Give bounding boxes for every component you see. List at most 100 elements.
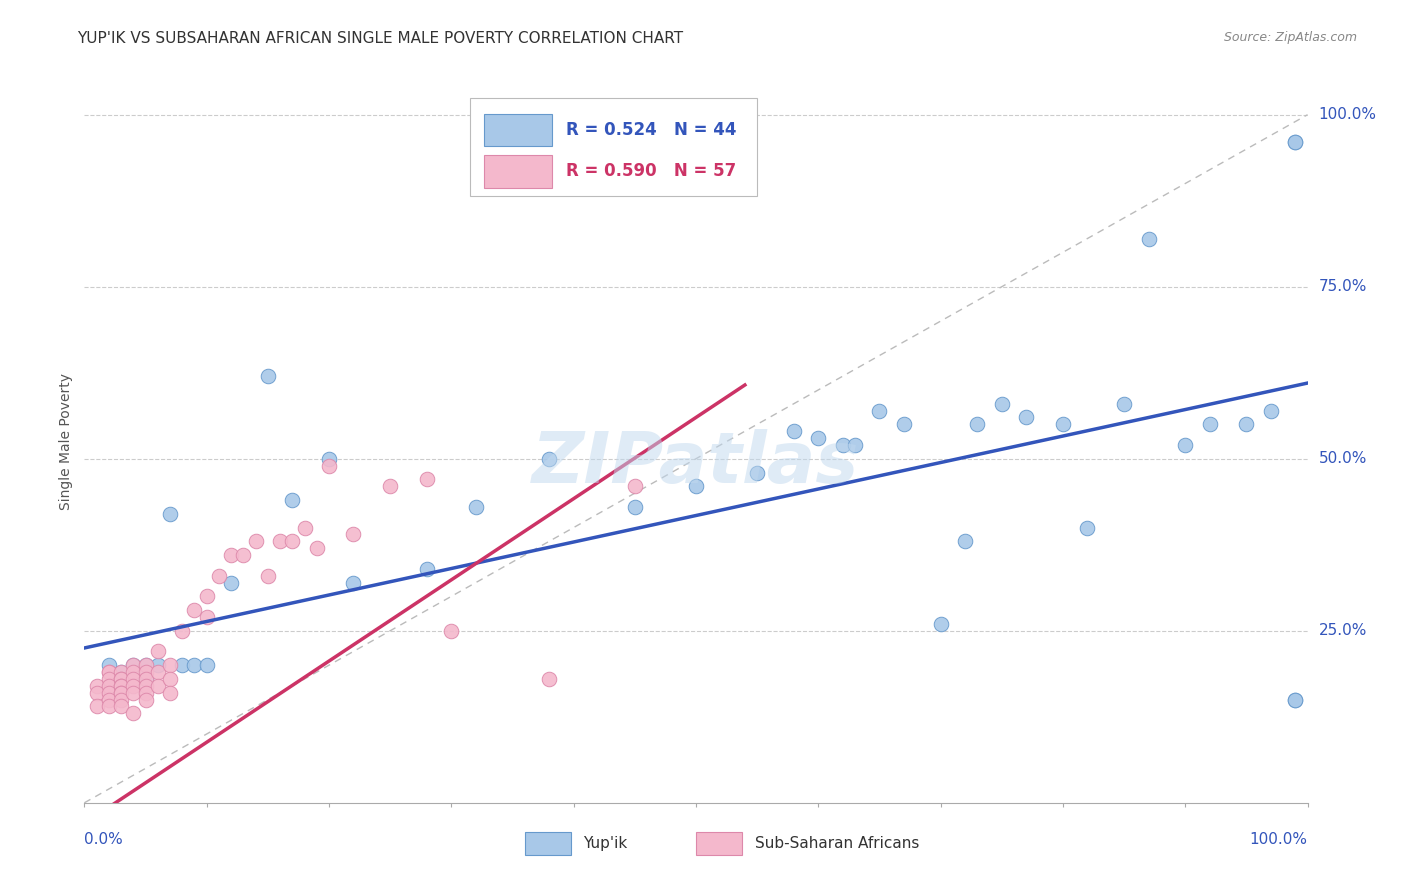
Point [110, 679, 132, 693]
Point [844, 438, 866, 452]
Point [257, 369, 280, 384]
Point [380, 479, 402, 493]
Point [86, 699, 108, 714]
Point [97, 679, 120, 693]
Point [929, 616, 952, 631]
Point [110, 665, 132, 679]
Point [257, 568, 280, 582]
Point [318, 451, 340, 466]
Point [195, 658, 218, 673]
Point [416, 472, 439, 486]
Point [110, 699, 132, 714]
Point [122, 686, 145, 700]
FancyBboxPatch shape [484, 155, 551, 187]
Point [1284, 135, 1306, 149]
Point [183, 658, 205, 673]
Text: YUP'IK VS SUBSAHARAN AFRICAN SINGLE MALE POVERTY CORRELATION CHART: YUP'IK VS SUBSAHARAN AFRICAN SINGLE MALE… [77, 31, 683, 46]
Text: ZIPatlas: ZIPatlas [533, 429, 859, 498]
Point [1198, 417, 1220, 432]
Point [1260, 403, 1282, 417]
Point [135, 665, 157, 679]
Point [991, 397, 1014, 411]
Y-axis label: Single Male Poverty: Single Male Poverty [59, 373, 73, 510]
Point [122, 658, 145, 673]
Point [245, 534, 267, 549]
Text: Sub-Saharan Africans: Sub-Saharan Africans [755, 836, 920, 851]
Text: 75.0%: 75.0% [1319, 279, 1367, 294]
Point [219, 548, 242, 562]
Point [747, 466, 769, 480]
Point [624, 500, 647, 514]
Point [172, 624, 194, 638]
Point [1284, 135, 1306, 149]
Point [97, 665, 120, 679]
Point [183, 603, 205, 617]
Point [269, 534, 291, 549]
Point [97, 686, 120, 700]
Point [195, 590, 218, 604]
Point [294, 520, 316, 534]
Point [122, 706, 145, 721]
Point [538, 451, 561, 466]
Point [1236, 417, 1258, 432]
Point [281, 534, 304, 549]
Point [172, 658, 194, 673]
Text: 100.0%: 100.0% [1250, 831, 1308, 847]
Point [135, 686, 157, 700]
Point [135, 658, 157, 673]
FancyBboxPatch shape [470, 98, 758, 196]
Text: Source: ZipAtlas.com: Source: ZipAtlas.com [1223, 31, 1357, 45]
FancyBboxPatch shape [524, 831, 571, 855]
Text: 25.0%: 25.0% [1319, 624, 1367, 639]
Point [97, 658, 120, 673]
Point [464, 500, 486, 514]
Point [110, 665, 132, 679]
Text: R = 0.524   N = 44: R = 0.524 N = 44 [567, 121, 737, 139]
Point [208, 568, 231, 582]
Point [1137, 231, 1160, 245]
Point [146, 665, 169, 679]
Point [110, 686, 132, 700]
Point [159, 686, 181, 700]
Point [305, 541, 328, 556]
Point [440, 624, 463, 638]
Point [195, 610, 218, 624]
Point [318, 458, 340, 473]
Point [416, 562, 439, 576]
Point [831, 438, 853, 452]
Point [159, 658, 181, 673]
Point [122, 672, 145, 686]
Point [86, 679, 108, 693]
Point [1015, 410, 1038, 425]
Text: Yup'ik: Yup'ik [583, 836, 627, 851]
Point [159, 672, 181, 686]
Point [135, 679, 157, 693]
Point [1284, 692, 1306, 706]
Text: 100.0%: 100.0% [1319, 107, 1376, 122]
Point [869, 403, 891, 417]
Point [110, 686, 132, 700]
Point [110, 679, 132, 693]
Point [966, 417, 988, 432]
Text: R = 0.590   N = 57: R = 0.590 N = 57 [567, 162, 737, 180]
Point [135, 692, 157, 706]
Point [146, 658, 169, 673]
Point [146, 644, 169, 658]
Point [97, 692, 120, 706]
FancyBboxPatch shape [484, 114, 551, 146]
Point [1174, 438, 1197, 452]
Point [232, 548, 254, 562]
Point [159, 507, 181, 521]
Point [110, 672, 132, 686]
Point [342, 575, 364, 590]
Point [783, 424, 806, 438]
Text: 50.0%: 50.0% [1319, 451, 1367, 467]
Point [146, 679, 169, 693]
Point [122, 658, 145, 673]
Point [122, 665, 145, 679]
Point [219, 575, 242, 590]
Point [110, 672, 132, 686]
Point [97, 672, 120, 686]
Point [685, 479, 707, 493]
Point [135, 658, 157, 673]
